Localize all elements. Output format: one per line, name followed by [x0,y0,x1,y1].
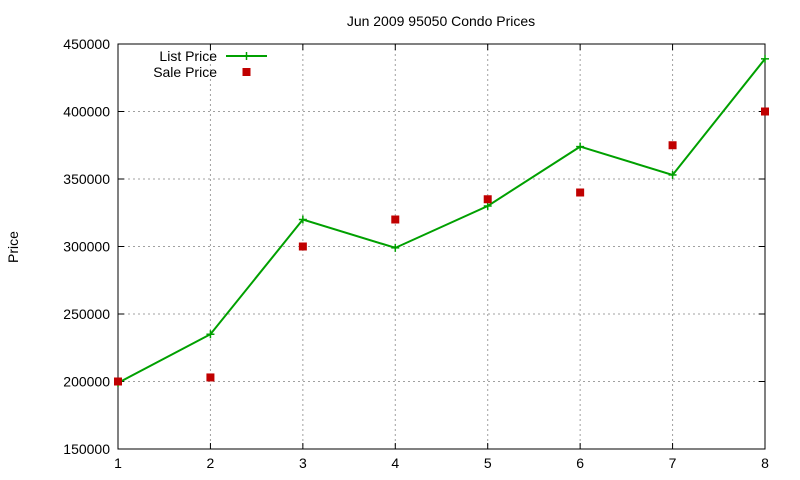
list-price-point [576,142,585,151]
list-price-point [298,215,307,224]
list-price-point [242,52,251,60]
x-tick-label: 7 [669,455,677,471]
grid-lines [118,44,765,449]
y-tick-label: 400000 [63,104,110,120]
plot-frame [117,43,766,450]
sale-price-point [483,195,492,204]
sale-price-point [761,107,769,116]
axis-ticks: 1 2 3 4 5 6 7 8 150000 200000 250000 300000 350000 40… [63,36,769,471]
sale-price-point [391,215,400,224]
x-tick-label: 5 [484,455,492,471]
y-tick-label: 250000 [63,306,110,322]
x-tick-label: 1 [114,455,122,471]
list-price-line [117,58,766,384]
y-axis-label: Price [5,231,21,263]
sale-price-point [114,377,122,386]
legend-entry: List Price [159,48,267,64]
x-tick-label: 2 [207,455,215,471]
list-price-point [391,243,400,252]
data-series [114,54,769,387]
legend-marker-swatch [242,68,251,76]
x-tick-label: 4 [391,455,399,471]
x-tick-label: 8 [761,455,769,471]
y-tick-label: 300000 [63,239,110,255]
y-tick-label: 350000 [63,171,110,187]
legend-label: Sale Price [153,64,217,80]
list-price-point [206,330,215,339]
legend-label: List Price [159,48,217,64]
sale-price-point [206,373,215,382]
chart-title: Jun 2009 95050 Condo Prices [347,13,535,29]
sale-price-point [298,242,307,251]
x-tick-label: 3 [299,455,307,471]
y-tick-label: 450000 [63,36,110,52]
list-price-point [761,54,769,63]
x-tick-label: 6 [576,455,584,471]
list-price-point [483,202,492,210]
sale-price-point [576,188,585,197]
legend-entry: Sale Price [153,64,251,80]
y-tick-label: 150000 [63,441,110,457]
list-price-point [668,170,677,179]
y-tick-label: 200000 [63,374,110,390]
sale-price-point [668,141,677,150]
